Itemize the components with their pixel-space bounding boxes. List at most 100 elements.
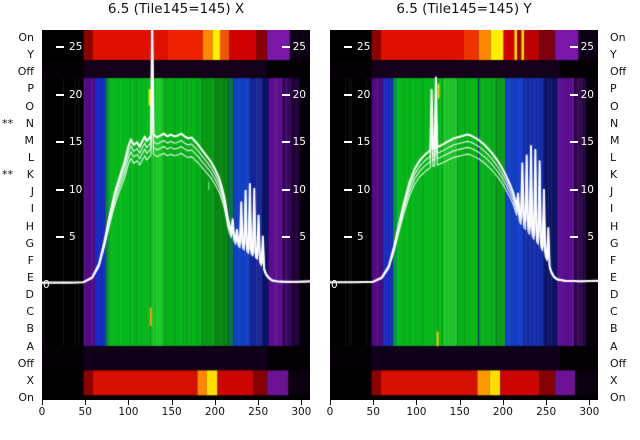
x-tick-label: 0 [38,406,46,418]
x-tick-mark [301,400,303,405]
row-label-right: On [610,391,626,404]
y-tick-mark-left [344,46,352,48]
row-label-left: F [27,253,34,267]
row-label-left: On [18,31,34,44]
y-tick-mark-right [282,93,290,96]
y-tick-label-right: 20 [580,88,594,101]
row-label-left: C [26,305,34,319]
y-tick-mark-right [570,93,578,96]
row-label-left: A [26,339,34,353]
y-tick-label-left: 15 [357,136,371,149]
x-tick-label: 200 [204,406,225,418]
y-tick-label-left: 10 [69,183,83,196]
y-tick-label-right: 5 [587,231,594,244]
row-label-left: On [18,391,34,404]
row-label-right: G [610,236,619,250]
x-tick-label: 250 [248,406,269,418]
y-tick-mark-left [344,93,352,96]
starred-row-marker: ** [2,168,13,182]
x-tick-mark [214,400,216,405]
x-tick-label: 200 [492,406,513,418]
y-tick-mark-right [282,46,290,48]
y-tick-mark-left [56,236,64,239]
row-label-right: X [610,373,618,387]
heatmap-canvas-x [42,30,310,400]
x-tick-mark [546,400,548,405]
row-label-left: O [25,99,34,113]
y-tick-label-left: 5 [69,231,76,244]
row-label-right: H [610,219,619,233]
y-tick-label-left: 20 [69,88,83,101]
y-tick-label-left: 20 [357,88,371,101]
row-label-right: E [610,271,617,284]
y-tick-mark-left [56,46,64,48]
row-labels-left: On Y Off P O N M L K J I H G F E D C B A Off X On ** ** [0,0,38,440]
y-tick-label-left: 25 [357,41,371,53]
starred-row-marker: ** [2,116,13,130]
x-tick-mark [589,400,591,405]
y-tick-mark-left [344,141,352,144]
row-label-right: O [610,99,619,113]
row-label-left: B [26,322,34,336]
row-label-left: D [25,288,34,302]
row-label-left: Y [27,48,34,62]
panel-y: 25 25 20 20 15 15 10 10 5 5 0 [330,30,598,400]
panel-title-x: 6.5 (Tile145=145) X [107,1,245,17]
y-tick-label-right: 25 [292,41,306,53]
x-tick-mark [459,400,461,405]
row-label-left: Off [17,65,34,79]
row-label-left: G [25,236,34,250]
y-tick-label-right: 5 [299,231,306,244]
x-tick-label: 100 [118,406,139,418]
y-tick-label-left: 15 [69,136,83,149]
row-label-left: H [25,219,34,233]
y-tick-mark-right [282,236,290,239]
y-tick-label-right: 15 [580,136,594,149]
x-tick-label: 300 [291,406,312,418]
y-tick-label-right: 10 [292,183,306,196]
row-label-left: Off [17,356,34,370]
x-tick-mark [502,400,504,405]
y-tick-label-left: 10 [357,183,371,196]
y-tick-mark-left [56,188,64,191]
x-tick-label: 300 [579,406,600,418]
row-label-right: C [610,305,618,319]
y-zero-label: 0 [331,279,338,291]
row-label-right: P [610,82,617,96]
y-tick-mark-right [570,236,578,239]
row-label-left: M [24,133,35,147]
y-tick-label-right: 15 [292,136,306,149]
row-label-right: J [610,185,614,199]
row-label-left: J [30,185,34,199]
row-label-right: K [610,168,618,182]
y-tick-mark-right [282,188,290,191]
x-tick-mark [171,400,173,405]
y-tick-mark-right [570,188,578,191]
row-label-right: L [610,151,617,164]
y-tick-label-right: 20 [292,88,306,101]
row-label-right: F [610,253,617,267]
y-tick-label-left: 25 [69,41,83,53]
row-label-right: I [610,202,614,216]
row-label-left: E [27,271,34,284]
y-tick-label-left: 5 [357,231,364,244]
y-tick-mark-left [344,188,352,191]
row-label-right: N [610,116,619,130]
row-label-right: D [610,288,619,302]
x-tick-mark [85,400,87,405]
x-tick-mark [42,400,43,405]
x-tick-mark [373,400,375,405]
y-tick-mark-left [344,236,352,239]
x-tick-label: 250 [536,406,557,418]
row-label-right: Off [610,356,627,370]
row-label-left: K [26,168,34,182]
y-tick-label-right: 25 [580,41,594,53]
row-label-right: B [610,322,618,336]
y-zero-label: 0 [43,279,50,291]
x-tick-mark [416,400,418,405]
y-tick-mark-left [56,93,64,96]
row-label-left: N [25,116,34,130]
row-label-left: L [27,151,34,164]
y-tick-mark-left [56,141,64,144]
